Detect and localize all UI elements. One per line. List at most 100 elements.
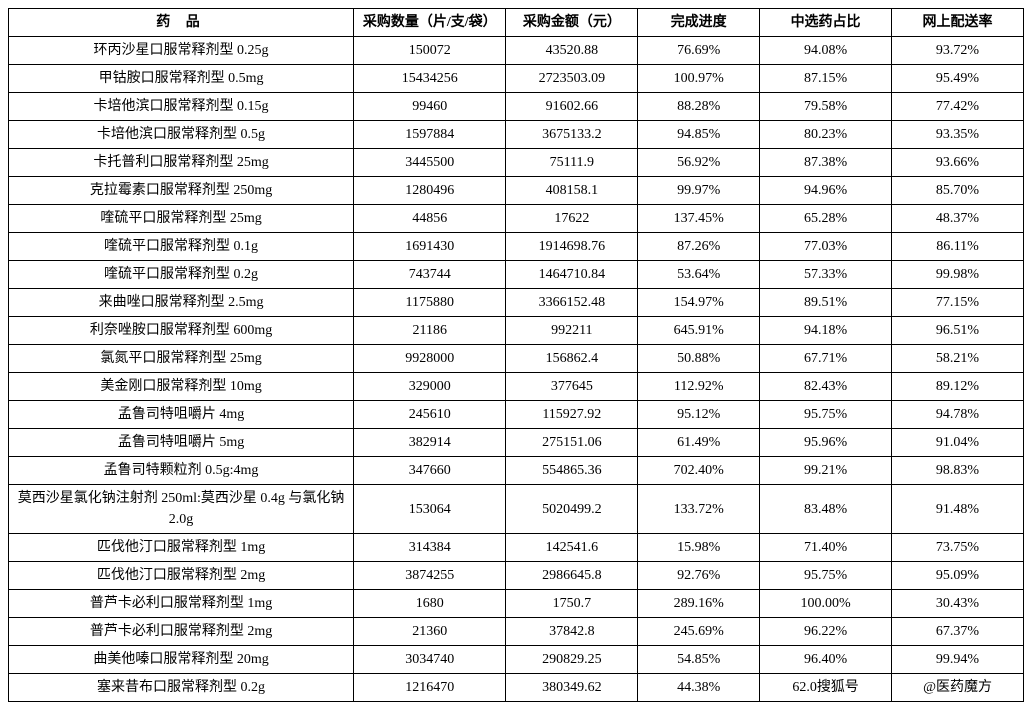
cell-amount: 17622 (506, 205, 638, 233)
cell-drug: 匹伐他汀口服常释剂型 2mg (9, 562, 354, 590)
cell-amount: 1464710.84 (506, 261, 638, 289)
table-container: 药 品 采购数量（片/支/袋） 采购金额（元） 完成进度 中选药占比 网上配送率… (8, 8, 1024, 702)
cell-delivery: 95.09% (892, 562, 1024, 590)
table-body: 环丙沙星口服常释剂型 0.25g15007243520.8876.69%94.0… (9, 37, 1024, 702)
cell-progress: 61.49% (638, 429, 760, 457)
cell-drug: 利奈唑胺口服常释剂型 600mg (9, 317, 354, 345)
cell-drug: 塞来昔布口服常释剂型 0.2g (9, 674, 354, 702)
cell-amount: 380349.62 (506, 674, 638, 702)
cell-delivery: 91.04% (892, 429, 1024, 457)
cell-ratio: 94.18% (760, 317, 892, 345)
cell-ratio: 96.22% (760, 618, 892, 646)
cell-drug: 氯氮平口服常释剂型 25mg (9, 345, 354, 373)
cell-progress: 702.40% (638, 457, 760, 485)
cell-drug: 卡培他滨口服常释剂型 0.15g (9, 93, 354, 121)
table-row: 孟鲁司特咀嚼片 5mg382914275151.0661.49%95.96%91… (9, 429, 1024, 457)
table-row: 克拉霉素口服常释剂型 250mg1280496408158.199.97%94.… (9, 177, 1024, 205)
cell-ratio: 96.40% (760, 646, 892, 674)
header-delivery: 网上配送率 (892, 9, 1024, 37)
cell-drug: 喹硫平口服常释剂型 0.1g (9, 233, 354, 261)
cell-delivery: 85.70% (892, 177, 1024, 205)
cell-progress: 92.76% (638, 562, 760, 590)
cell-amount: 408158.1 (506, 177, 638, 205)
cell-qty: 314384 (354, 534, 506, 562)
cell-amount: 5020499.2 (506, 485, 638, 534)
cell-delivery: 93.35% (892, 121, 1024, 149)
cell-progress: 56.92% (638, 149, 760, 177)
cell-ratio: 65.28% (760, 205, 892, 233)
cell-progress: 137.45% (638, 205, 760, 233)
cell-qty: 99460 (354, 93, 506, 121)
cell-progress: 154.97% (638, 289, 760, 317)
cell-amount: 2723503.09 (506, 65, 638, 93)
cell-qty: 150072 (354, 37, 506, 65)
cell-drug: 环丙沙星口服常释剂型 0.25g (9, 37, 354, 65)
cell-ratio: 94.96% (760, 177, 892, 205)
cell-ratio: 94.08% (760, 37, 892, 65)
cell-progress: 87.26% (638, 233, 760, 261)
table-row: 卡托普利口服常释剂型 25mg344550075111.956.92%87.38… (9, 149, 1024, 177)
cell-ratio: 99.21% (760, 457, 892, 485)
cell-delivery: 95.49% (892, 65, 1024, 93)
cell-qty: 21186 (354, 317, 506, 345)
cell-drug: 喹硫平口服常释剂型 25mg (9, 205, 354, 233)
cell-ratio: 87.15% (760, 65, 892, 93)
cell-drug: 普芦卡必利口服常释剂型 1mg (9, 590, 354, 618)
cell-qty: 245610 (354, 401, 506, 429)
cell-ratio: 95.75% (760, 562, 892, 590)
cell-delivery: @医药魔方 (892, 674, 1024, 702)
cell-qty: 1175880 (354, 289, 506, 317)
cell-amount: 91602.66 (506, 93, 638, 121)
cell-qty: 44856 (354, 205, 506, 233)
cell-drug: 喹硫平口服常释剂型 0.2g (9, 261, 354, 289)
cell-drug: 卡托普利口服常释剂型 25mg (9, 149, 354, 177)
cell-ratio: 67.71% (760, 345, 892, 373)
cell-delivery: 93.72% (892, 37, 1024, 65)
cell-qty: 329000 (354, 373, 506, 401)
header-amount: 采购金额（元） (506, 9, 638, 37)
cell-qty: 3445500 (354, 149, 506, 177)
cell-qty: 1280496 (354, 177, 506, 205)
cell-amount: 37842.8 (506, 618, 638, 646)
cell-drug: 孟鲁司特颗粒剂 0.5g:4mg (9, 457, 354, 485)
cell-qty: 1597884 (354, 121, 506, 149)
cell-progress: 94.85% (638, 121, 760, 149)
cell-delivery: 86.11% (892, 233, 1024, 261)
header-qty: 采购数量（片/支/袋） (354, 9, 506, 37)
table-row: 喹硫平口服常释剂型 0.1g16914301914698.7687.26%77.… (9, 233, 1024, 261)
table-row: 孟鲁司特咀嚼片 4mg245610115927.9295.12%95.75%94… (9, 401, 1024, 429)
cell-ratio: 62.0搜狐号 (760, 674, 892, 702)
table-row: 喹硫平口服常释剂型 0.2g7437441464710.8453.64%57.3… (9, 261, 1024, 289)
header-row: 药 品 采购数量（片/支/袋） 采购金额（元） 完成进度 中选药占比 网上配送率 (9, 9, 1024, 37)
table-row: 塞来昔布口服常释剂型 0.2g1216470380349.6244.38%62.… (9, 674, 1024, 702)
cell-ratio: 83.48% (760, 485, 892, 534)
cell-delivery: 99.94% (892, 646, 1024, 674)
cell-progress: 289.16% (638, 590, 760, 618)
cell-ratio: 77.03% (760, 233, 892, 261)
cell-progress: 88.28% (638, 93, 760, 121)
table-row: 莫西沙星氯化钠注射剂 250ml:莫西沙星 0.4g 与氯化钠 2.0g1530… (9, 485, 1024, 534)
cell-progress: 50.88% (638, 345, 760, 373)
cell-amount: 1914698.76 (506, 233, 638, 261)
cell-ratio: 95.96% (760, 429, 892, 457)
table-row: 卡培他滨口服常释剂型 0.5g15978843675133.294.85%80.… (9, 121, 1024, 149)
header-ratio: 中选药占比 (760, 9, 892, 37)
cell-qty: 9928000 (354, 345, 506, 373)
drug-procurement-table: 药 品 采购数量（片/支/袋） 采购金额（元） 完成进度 中选药占比 网上配送率… (8, 8, 1024, 702)
cell-amount: 377645 (506, 373, 638, 401)
cell-drug: 克拉霉素口服常释剂型 250mg (9, 177, 354, 205)
cell-ratio: 89.51% (760, 289, 892, 317)
cell-progress: 44.38% (638, 674, 760, 702)
cell-ratio: 71.40% (760, 534, 892, 562)
cell-ratio: 87.38% (760, 149, 892, 177)
cell-drug: 孟鲁司特咀嚼片 5mg (9, 429, 354, 457)
cell-delivery: 30.43% (892, 590, 1024, 618)
cell-delivery: 67.37% (892, 618, 1024, 646)
cell-amount: 75111.9 (506, 149, 638, 177)
cell-amount: 2986645.8 (506, 562, 638, 590)
cell-amount: 275151.06 (506, 429, 638, 457)
table-row: 氯氮平口服常释剂型 25mg9928000156862.450.88%67.71… (9, 345, 1024, 373)
cell-drug: 卡培他滨口服常释剂型 0.5g (9, 121, 354, 149)
cell-drug: 孟鲁司特咀嚼片 4mg (9, 401, 354, 429)
cell-delivery: 73.75% (892, 534, 1024, 562)
